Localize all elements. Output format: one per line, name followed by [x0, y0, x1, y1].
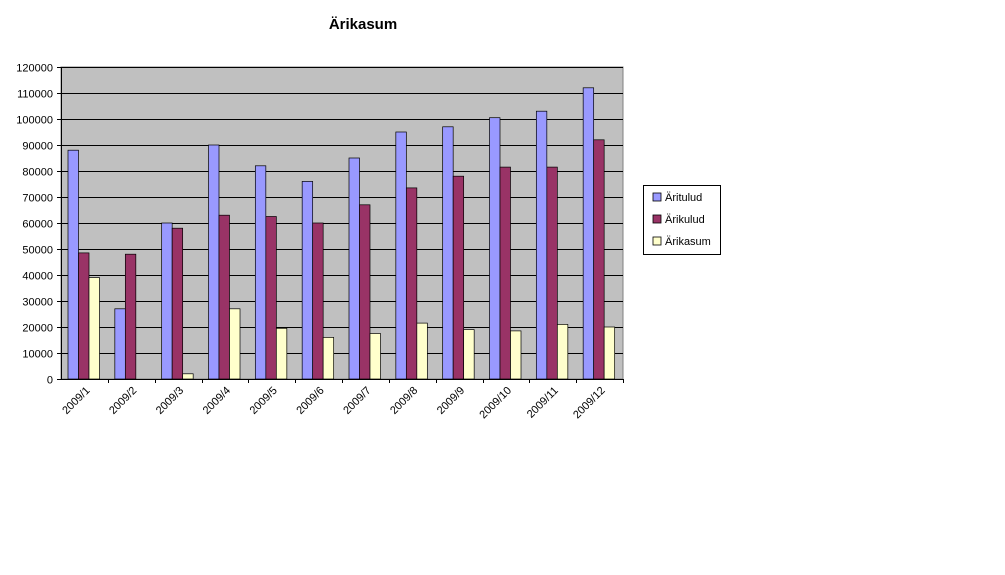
bar-äritulud: [254, 165, 267, 380]
bar-ärikulud: [593, 139, 605, 380]
legend-label: Äritulud: [665, 192, 702, 204]
y-tick-label: 10000: [22, 349, 53, 361]
bar-äritulud: [535, 110, 548, 380]
x-tick-label: 2009/7: [341, 385, 373, 417]
y-tick-label: 30000: [22, 297, 53, 309]
bar-äritulud: [348, 157, 360, 380]
bar-äritulud: [395, 131, 407, 380]
bar-ärikulud: [312, 222, 324, 380]
bar-ärikulud: [452, 175, 465, 380]
y-tick-label: 60000: [22, 219, 53, 231]
bar-ärikasum: [322, 337, 335, 380]
y-tick-label: 80000: [22, 167, 53, 179]
y-tick-label: 90000: [22, 141, 53, 153]
bar-ärikulud: [359, 204, 371, 380]
y-tick-label: 40000: [22, 271, 53, 283]
legend-swatch: [652, 236, 662, 246]
x-tick-label: 2009/4: [201, 385, 233, 417]
x-tick-label: 2009/12: [571, 385, 608, 422]
bar-ärikasum: [275, 327, 288, 380]
x-tick-label: 2009/3: [154, 385, 186, 417]
bar-ärikasum: [603, 326, 616, 380]
bar-ärikasum: [369, 333, 381, 380]
x-tick-label: 2009/11: [525, 385, 561, 421]
y-tick-label: 100000: [16, 115, 53, 127]
bar-äritulud: [67, 149, 79, 380]
x-tick-label: 2009/6: [294, 385, 326, 417]
bar-äritulud: [114, 308, 126, 380]
bar-äritulud: [161, 222, 173, 380]
bar-ärikasum: [463, 329, 475, 380]
y-tick-label: 0: [47, 375, 53, 387]
bar-ärikasum: [416, 322, 428, 380]
bar-ärikulud: [218, 214, 230, 380]
bar-ärikulud: [405, 187, 418, 380]
bar-ärikulud: [499, 166, 511, 380]
y-tick-label: 110000: [17, 89, 53, 101]
bar-äritulud: [582, 87, 595, 380]
bar-ärikasum: [510, 330, 522, 380]
x-tick-label: 2009/8: [388, 385, 420, 417]
x-tick-label: 2009/5: [248, 385, 280, 417]
bar-äritulud: [208, 144, 220, 380]
x-tick-label: 2009/10: [477, 385, 514, 422]
bar-äritulud: [442, 126, 454, 380]
bar-ärikulud: [171, 227, 184, 380]
y-tick-label: 50000: [22, 245, 53, 257]
bar-ärikulud: [78, 252, 90, 380]
legend-label: Ärikulud: [665, 214, 705, 226]
bar-ärikasum: [182, 373, 194, 380]
y-tick-label: 70000: [22, 193, 53, 205]
bar-äritulud: [301, 181, 314, 380]
y-tick-label: 20000: [22, 323, 53, 335]
x-tick-label: 2009/1: [60, 385, 92, 417]
x-tick-label: 2009/2: [107, 385, 139, 417]
bar-äritulud: [489, 117, 501, 380]
bar-ärikulud: [265, 216, 277, 380]
legend-swatch: [652, 192, 662, 202]
legend-swatch: [652, 214, 662, 224]
x-tick-label: 2009/9: [435, 385, 467, 417]
bar-ärikulud: [546, 166, 558, 380]
y-tick-label: 120000: [16, 63, 53, 75]
bar-ärikasum: [229, 308, 241, 380]
bar-ärikasum: [88, 277, 100, 380]
bar-ärikulud: [124, 253, 137, 380]
legend-label: Ärikasum: [665, 236, 711, 248]
chart-title: Ärikasum: [329, 16, 397, 33]
bar-ärikasum: [556, 324, 569, 380]
